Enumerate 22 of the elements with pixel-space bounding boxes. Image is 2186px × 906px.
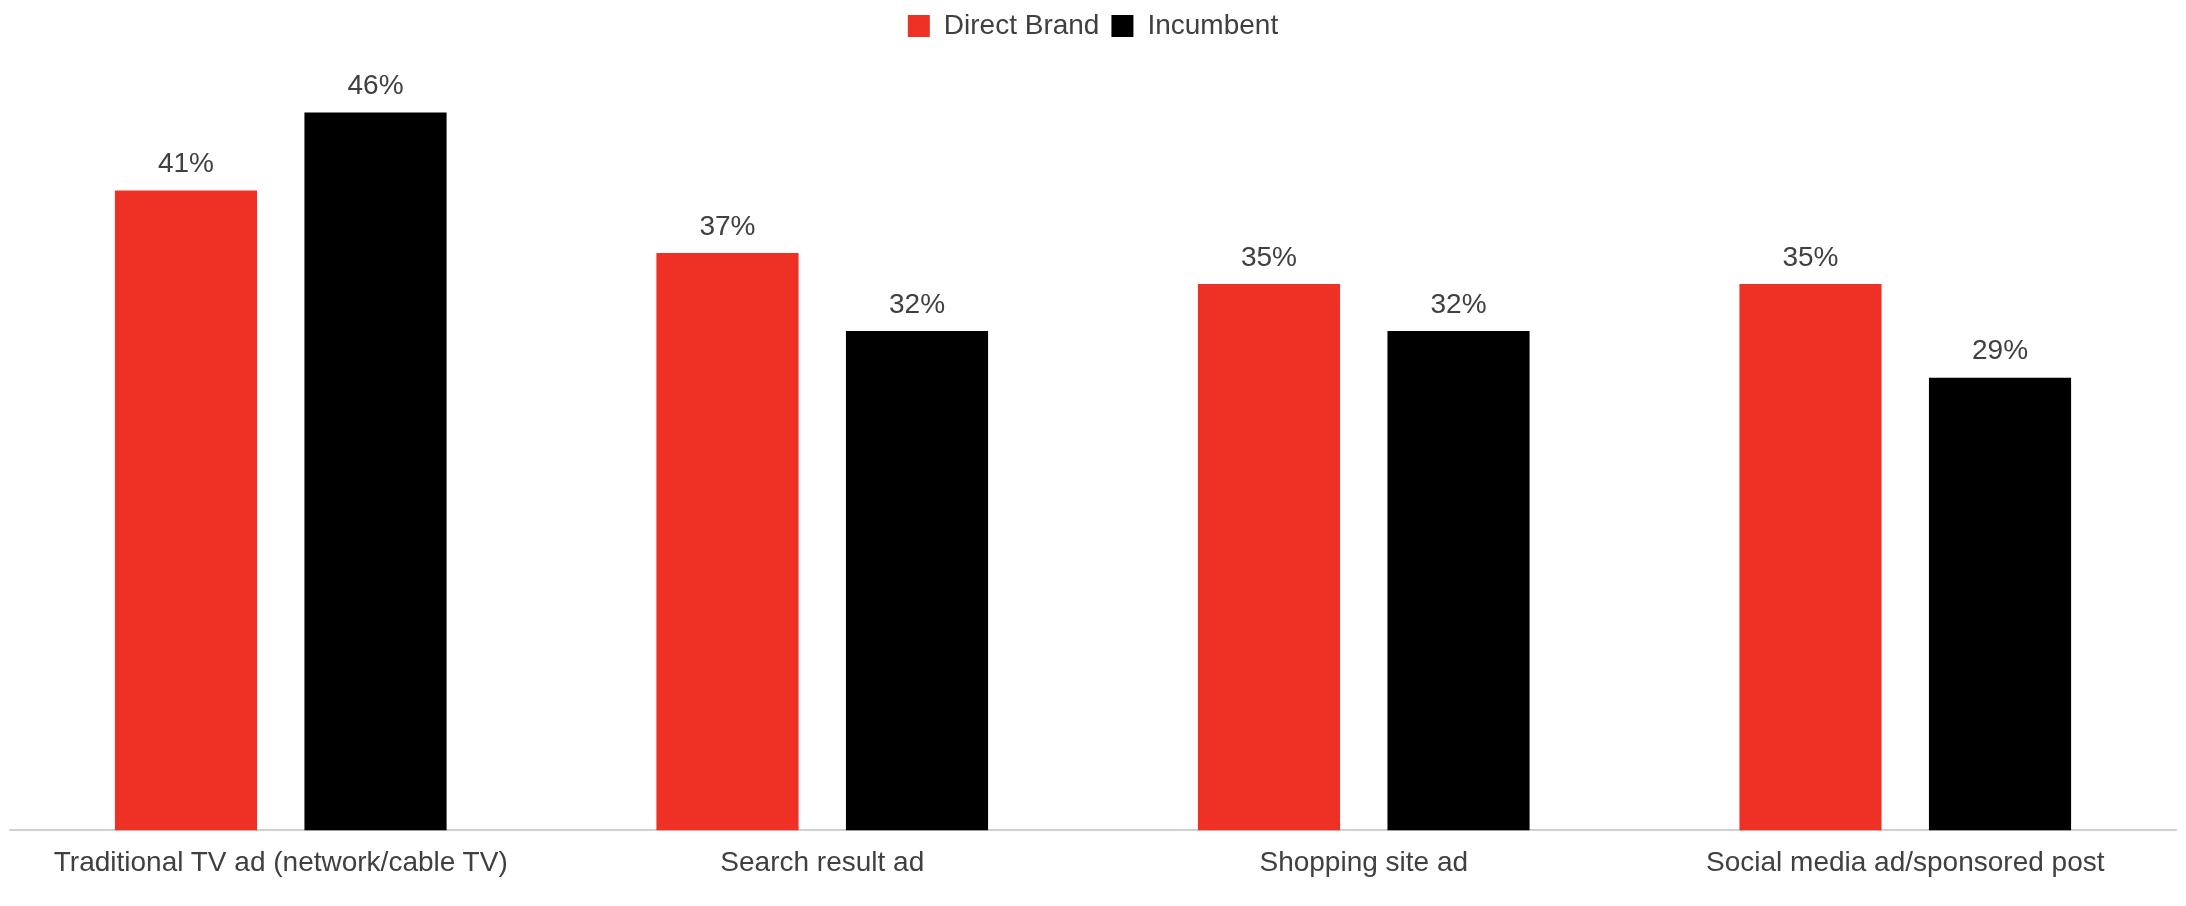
data-label: 46%	[347, 69, 404, 101]
data-label: 35%	[1240, 240, 1298, 272]
legend-label: Incumbent	[1147, 8, 1279, 40]
data-label: 32%	[1430, 287, 1487, 319]
x-tick-label: Shopping site ad	[1259, 845, 1469, 877]
data-label: 29%	[1971, 334, 2029, 366]
legend-label: Direct Brand	[943, 8, 1100, 40]
x-tick-label: Search result ad	[720, 845, 925, 877]
bar	[1197, 284, 1341, 831]
bar	[114, 190, 258, 831]
bar	[845, 330, 989, 831]
x-tick-label: Traditional TV ad (network/cable TV)	[53, 845, 508, 877]
bar	[656, 252, 799, 831]
data-label: 41%	[157, 147, 215, 179]
data-label: 32%	[888, 287, 946, 319]
data-label: 35%	[1782, 240, 1839, 272]
bar	[1928, 377, 2072, 831]
bar	[1387, 330, 1530, 831]
bar	[1739, 284, 1882, 831]
data-label: 37%	[699, 209, 756, 241]
bar	[304, 112, 447, 831]
x-tick-label: Social media ad/sponsored post	[1706, 845, 2105, 877]
